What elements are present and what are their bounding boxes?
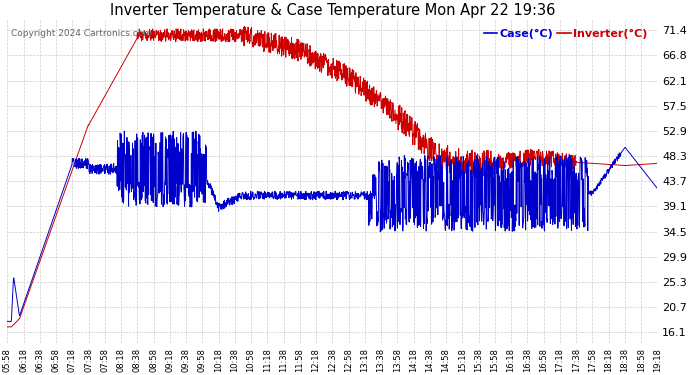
Text: Copyright 2024 Cartronics.com: Copyright 2024 Cartronics.com bbox=[10, 28, 152, 38]
Title: Inverter Temperature & Case Temperature Mon Apr 22 19:36: Inverter Temperature & Case Temperature … bbox=[110, 3, 555, 18]
Legend: Case(°C), Inverter(°C): Case(°C), Inverter(°C) bbox=[480, 24, 652, 44]
